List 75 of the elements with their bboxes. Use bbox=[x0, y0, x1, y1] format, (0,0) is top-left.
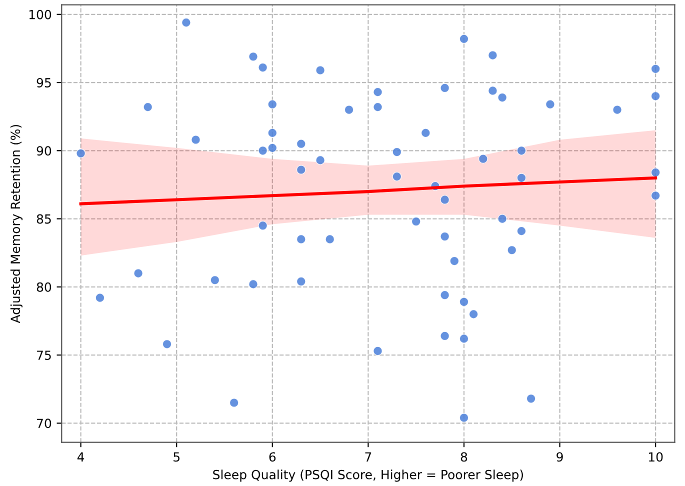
x-axis-title: Sleep Quality (PSQI Score, Higher = Poorer Sleep) bbox=[213, 470, 523, 482]
point bbox=[545, 100, 555, 110]
point bbox=[498, 92, 508, 102]
point bbox=[258, 220, 268, 230]
point bbox=[268, 128, 278, 138]
x-tick-label: 5 bbox=[174, 452, 180, 462]
point bbox=[191, 135, 200, 144]
y-tick-label: 100 bbox=[29, 10, 52, 20]
point bbox=[162, 339, 172, 349]
point bbox=[650, 168, 660, 178]
point bbox=[440, 232, 450, 242]
point bbox=[392, 172, 402, 182]
point bbox=[373, 346, 383, 356]
x-tick-label: 6 bbox=[269, 452, 276, 462]
point bbox=[373, 102, 383, 112]
y-tick-label: 90 bbox=[36, 146, 52, 156]
point bbox=[76, 148, 86, 158]
point bbox=[420, 128, 430, 138]
point bbox=[459, 412, 469, 422]
point bbox=[650, 64, 660, 74]
point bbox=[488, 50, 498, 60]
point bbox=[516, 173, 526, 183]
point bbox=[229, 398, 239, 408]
x-tick-label: 8 bbox=[460, 452, 468, 462]
y-tick-label: 85 bbox=[36, 214, 51, 224]
point bbox=[143, 102, 153, 112]
point bbox=[650, 190, 660, 200]
point bbox=[440, 331, 450, 341]
x-tick-label: 4 bbox=[77, 452, 84, 462]
point bbox=[459, 334, 469, 344]
point bbox=[507, 245, 517, 255]
point bbox=[316, 66, 326, 76]
point bbox=[296, 276, 306, 286]
point bbox=[440, 290, 450, 300]
x-tick-label: 10 bbox=[648, 452, 663, 462]
point bbox=[468, 309, 478, 319]
x-tick-label: 9 bbox=[556, 452, 563, 462]
point bbox=[478, 154, 488, 164]
point bbox=[268, 100, 278, 110]
y-tick-label: 75 bbox=[37, 350, 51, 360]
point bbox=[373, 87, 383, 97]
point bbox=[344, 105, 354, 115]
point bbox=[95, 293, 105, 303]
point bbox=[392, 147, 402, 157]
point bbox=[296, 164, 306, 174]
point bbox=[296, 139, 306, 149]
y-tick-label: 95 bbox=[36, 78, 51, 88]
point bbox=[459, 34, 469, 44]
point bbox=[526, 394, 536, 404]
point bbox=[459, 297, 469, 307]
point bbox=[516, 146, 526, 156]
point bbox=[134, 268, 144, 278]
point bbox=[440, 194, 450, 204]
y-tick-label: 70 bbox=[37, 418, 52, 428]
point bbox=[488, 86, 498, 96]
point bbox=[325, 234, 335, 244]
point bbox=[612, 105, 622, 115]
point bbox=[411, 216, 421, 226]
point bbox=[258, 62, 268, 72]
point bbox=[498, 214, 508, 224]
point bbox=[268, 143, 278, 153]
point bbox=[210, 275, 220, 285]
point bbox=[296, 234, 306, 244]
point bbox=[650, 91, 660, 101]
point bbox=[516, 226, 526, 236]
point bbox=[440, 83, 450, 93]
point bbox=[258, 146, 268, 156]
point bbox=[316, 155, 326, 165]
y-axis-title: Adjusted Memory Retention (%) bbox=[10, 124, 23, 324]
x-tick-label: 7 bbox=[365, 452, 372, 462]
point bbox=[181, 18, 191, 28]
point bbox=[450, 256, 460, 266]
point bbox=[248, 279, 258, 289]
y-tick-label: 80 bbox=[36, 282, 52, 292]
point bbox=[248, 52, 258, 62]
